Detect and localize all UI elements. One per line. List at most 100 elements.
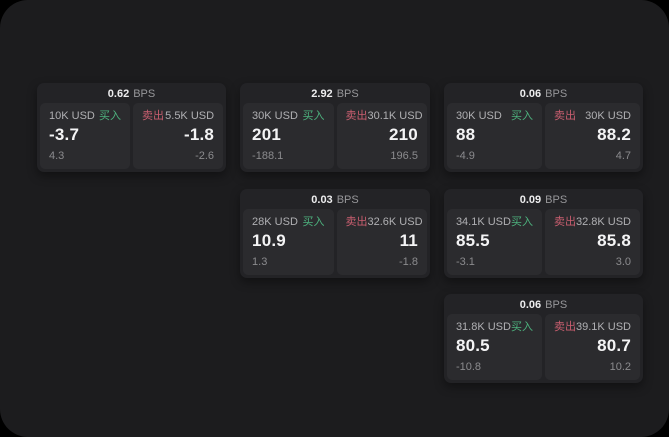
buy-price: 80.5 (455, 336, 490, 355)
buy-quote-tile[interactable]: 31.8K USD 买入 80.5 -10.8 (446, 314, 542, 380)
buy-notional-label: 31.8K USD (455, 321, 511, 333)
buy-delta: -4.9 (455, 150, 475, 162)
buy-notional-label: 30K USD (455, 110, 502, 122)
bps-value: 0.09 (519, 193, 542, 206)
buy-price: 85.5 (455, 230, 490, 250)
card-header: 0.06 BPS (447, 86, 640, 103)
buy-delta: 4.3 (49, 150, 65, 162)
buy-quote-tile[interactable]: 28K USD 买入 10.9 1.3 (243, 208, 334, 275)
card-header: 0.62 BPS (40, 86, 223, 103)
bps-unit-label: BPS (336, 193, 359, 206)
buy-side-tag: 买入 (510, 215, 533, 228)
buy-tile-header: 30K USD 买入 (456, 110, 533, 123)
sell-price: 11 (399, 230, 418, 250)
quote-tiles: 10K USD 买入 -3.7 4.3 卖出 5.5K USD -1.8 -2.… (40, 103, 224, 169)
quote-card: 2.92 BPS 30K USD 买入 201 -188.1 卖出 30.1K … (240, 83, 430, 172)
sell-quote-tile[interactable]: 卖出 32.6K USD 11 -1.8 (336, 208, 427, 275)
buy-notional-label: 30K USD (252, 110, 298, 122)
buy-price: -3.7 (49, 125, 80, 144)
sell-side-tag: 卖出 (553, 215, 576, 228)
buy-delta: -10.8 (455, 361, 482, 373)
card-header: 0.09 BPS (447, 192, 640, 209)
bps-unit-label: BPS (336, 88, 359, 100)
quote-card: 0.62 BPS 10K USD 买入 -3.7 4.3 卖出 5.5K USD (37, 83, 227, 172)
buy-delta: 1.3 (252, 255, 268, 268)
sell-quote-tile[interactable]: 卖出 30.1K USD 210 196.5 (336, 103, 427, 169)
quote-card: 0.09 BPS 34.1K USD 买入 85.5 -3.1 卖出 32.8K… (443, 188, 643, 278)
sell-price: 80.7 (597, 336, 631, 355)
bps-value: 0.03 (311, 193, 333, 206)
buy-tile-header: 31.8K USD 买入 (456, 321, 533, 334)
bps-value: 0.06 (519, 299, 542, 311)
quote-tiles: 30K USD 买入 201 -188.1 卖出 30.1K USD 210 1… (243, 103, 427, 169)
buy-quote-tile[interactable]: 10K USD 买入 -3.7 4.3 (40, 103, 131, 169)
buy-tile-header: 30K USD 买入 (252, 110, 324, 123)
sell-side-tag: 卖出 (345, 110, 368, 122)
sell-side-tag: 卖出 (553, 110, 576, 122)
buy-side-tag: 买入 (302, 215, 325, 228)
buy-tile-header: 28K USD 买入 (252, 216, 324, 229)
buy-side-tag: 买入 (302, 110, 325, 122)
sell-price: -1.8 (183, 125, 215, 144)
buy-price: 201 (252, 125, 282, 144)
card-header: 2.92 BPS (243, 86, 427, 103)
quote-tiles: 34.1K USD 买入 85.5 -3.1 卖出 32.8K USD 85.8… (446, 208, 640, 275)
buy-notional-label: 10K USD (49, 110, 95, 122)
buy-side-tag: 买入 (510, 321, 533, 333)
quote-card: 0.03 BPS 28K USD 买入 10.9 1.3 卖出 32.6K US… (240, 188, 430, 278)
bps-unit-label: BPS (545, 193, 568, 206)
quote-card: 0.06 BPS 31.8K USD 买入 80.5 -10.8 卖出 39.1… (443, 294, 643, 383)
bps-value: 2.92 (311, 88, 333, 100)
sell-price: 210 (388, 125, 418, 144)
buy-notional-label: 34.1K USD (455, 215, 511, 228)
sell-delta: 3.0 (615, 255, 631, 268)
sell-tile-header: 卖出 39.1K USD (554, 321, 631, 334)
sell-notional-label: 32.8K USD (575, 215, 631, 228)
quote-grid: 0.62 BPS 10K USD 买入 -3.7 4.3 卖出 5.5K USD (37, 83, 643, 383)
bps-unit-label: BPS (545, 299, 568, 311)
card-header: 0.06 BPS (447, 297, 640, 314)
bps-value: 0.62 (107, 88, 130, 100)
quote-tiles: 31.8K USD 买入 80.5 -10.8 卖出 39.1K USD 80.… (446, 314, 640, 380)
buy-price: 88 (455, 125, 476, 144)
sell-notional-label: 30K USD (585, 110, 631, 122)
bps-unit-label: BPS (545, 88, 568, 100)
buy-quote-tile[interactable]: 30K USD 买入 88 -4.9 (446, 103, 542, 169)
card-header: 0.03 BPS (243, 192, 427, 209)
sell-notional-label: 30.1K USD (367, 110, 423, 122)
sell-quote-tile[interactable]: 卖出 32.8K USD 85.8 3.0 (544, 208, 640, 275)
buy-quote-tile[interactable]: 34.1K USD 买入 85.5 -3.1 (446, 208, 542, 275)
sell-delta: -1.8 (398, 255, 418, 268)
quote-tiles: 28K USD 买入 10.9 1.3 卖出 32.6K USD 11 -1.8 (243, 208, 427, 275)
sell-tile-header: 卖出 5.5K USD (142, 110, 214, 123)
bps-unit-label: BPS (133, 88, 156, 100)
sell-tile-header: 卖出 30.1K USD (345, 110, 423, 123)
buy-notional-label: 28K USD (252, 215, 298, 228)
sell-delta: 4.7 (615, 150, 631, 162)
quote-tiles: 30K USD 买入 88 -4.9 卖出 30K USD 88.2 4.7 (446, 103, 640, 169)
sell-notional-label: 5.5K USD (165, 110, 215, 122)
sell-price: 88.2 (597, 125, 631, 144)
bps-value: 0.06 (519, 88, 542, 100)
quote-card: 0.06 BPS 30K USD 买入 88 -4.9 卖出 30K USD (443, 83, 643, 172)
sell-notional-label: 32.6K USD (367, 215, 423, 228)
sell-price: 85.8 (597, 230, 631, 250)
buy-price: 10.9 (252, 230, 286, 250)
sell-delta: -2.6 (195, 150, 215, 162)
buy-tile-header: 34.1K USD 买入 (456, 216, 533, 229)
buy-quote-tile[interactable]: 30K USD 买入 201 -188.1 (243, 103, 334, 169)
buy-side-tag: 买入 (510, 110, 533, 122)
sell-delta: 196.5 (390, 150, 418, 162)
sell-delta: 10.2 (609, 361, 631, 373)
sell-notional-label: 39.1K USD (575, 321, 631, 333)
buy-delta: -188.1 (252, 150, 284, 162)
sell-quote-tile[interactable]: 卖出 30K USD 88.2 4.7 (544, 103, 640, 169)
sell-side-tag: 卖出 (142, 110, 165, 122)
sell-tile-header: 卖出 30K USD (554, 110, 631, 123)
sell-quote-tile[interactable]: 卖出 5.5K USD -1.8 -2.6 (133, 103, 224, 169)
sell-side-tag: 卖出 (345, 215, 368, 228)
buy-tile-header: 10K USD 买入 (49, 110, 121, 123)
buy-delta: -3.1 (455, 255, 475, 268)
sell-quote-tile[interactable]: 卖出 39.1K USD 80.7 10.2 (544, 314, 640, 380)
